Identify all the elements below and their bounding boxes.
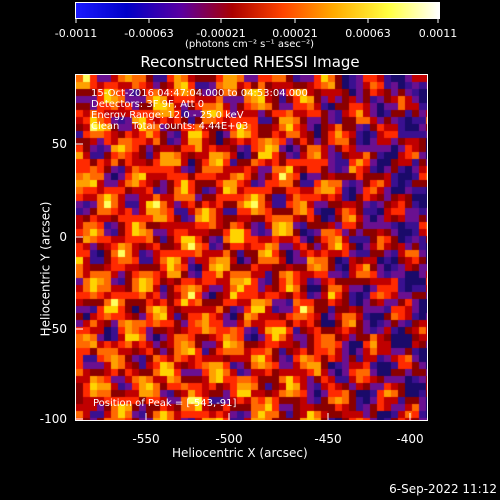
y-tick-label: -100: [39, 412, 67, 426]
y-tick-label: -50: [47, 322, 67, 336]
peak-position-annotation: Position of Peak = [-543,-91]: [93, 398, 237, 409]
energy-range-annotation: Energy Range: 12.0 - 25.0 keV: [91, 110, 244, 121]
colorbar-tick-label: -0.0011: [54, 27, 98, 40]
heatmap-canvas: [76, 75, 427, 420]
detectors-annotation: Detectors: 3F 9F, Att 0: [91, 99, 205, 110]
date-stamp: 6-Sep-2022 11:12: [389, 482, 497, 496]
colorbar-tick-label: 0.0011: [418, 27, 458, 40]
x-tick-label: -450: [314, 432, 342, 446]
colorbar-tick-label: 0.00063: [345, 27, 391, 40]
colorbar-tick-label: 0.00021: [272, 27, 318, 40]
x-tick-label: -500: [215, 432, 243, 446]
rhessi-image-plot: 15-Oct-2016 04:47:04.000 to 04:53:04.000…: [75, 74, 428, 421]
x-tick-label: -400: [396, 432, 424, 446]
colorbar: [75, 2, 440, 19]
time-range-annotation: 15-Oct-2016 04:47:04.000 to 04:53:04.000: [91, 88, 308, 99]
plot-title: Reconstructed RHESSI Image: [140, 53, 360, 71]
y-tick-label: 0: [59, 230, 67, 244]
colorbar-tick-label: -0.00021: [196, 27, 246, 40]
x-axis-title: Heliocentric X (arcsec): [172, 446, 308, 460]
x-tick-label: -550: [132, 432, 160, 446]
colorbar-tick-label: -0.00063: [124, 27, 174, 40]
colorbar-units: (photons cm⁻² s⁻¹ asec⁻²): [185, 39, 315, 50]
y-tick-label: 50: [51, 137, 67, 151]
clean-counts-annotation: Clean Total counts: 4.44E+03: [91, 121, 249, 132]
